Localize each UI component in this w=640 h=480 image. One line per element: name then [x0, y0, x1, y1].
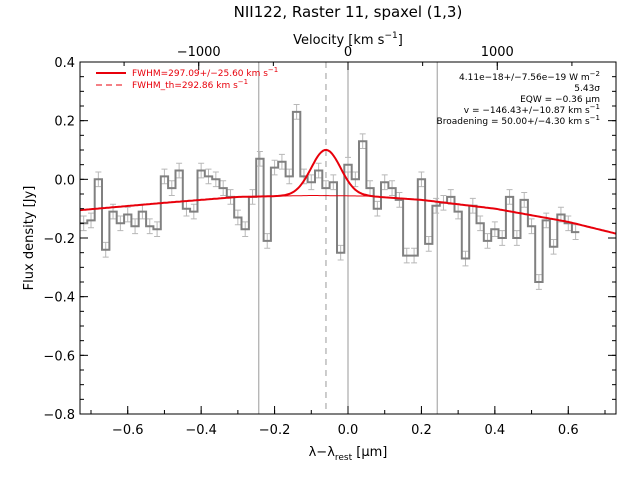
y-tick-label-2: 0.0 [54, 173, 75, 188]
y-tick-label-3: −0.2 [43, 232, 75, 247]
top-tick-label-0: −1000 [177, 45, 221, 60]
y-tick-label-1: 0.2 [54, 115, 75, 130]
annotation-4: Broadening = 50.00+/−4.30 km s−1 [437, 114, 600, 127]
legend-label-1: FWHM_th=292.86 km s−1 [132, 78, 248, 91]
x-tick-label-3: 0.0 [338, 423, 359, 438]
chart-title: NII122, Raster 11, spaxel (1,3) [234, 3, 463, 21]
legend-label-0: FWHM=297.09+/−25.60 km s−1 [132, 66, 278, 79]
x-tick-label-6: 0.6 [558, 423, 579, 438]
y-tick-label-4: −0.4 [43, 291, 75, 306]
annotation-2: EQW = −0.36 μm [520, 95, 600, 105]
annotation-1: 5.43σ [574, 84, 600, 94]
x-tick-label-2: −0.2 [259, 423, 291, 438]
top-tick-label-2: 1000 [481, 45, 514, 60]
x-axis-label: λ−λrest [μm] [309, 445, 388, 463]
top-axis-label: Velocity [km s−1] [293, 31, 403, 48]
annotation-0: 4.11e−18+/−7.56e−19 W m−2 [459, 70, 600, 83]
y-tick-label-5: −0.6 [43, 349, 75, 364]
y-tick-label-0: 0.4 [54, 56, 75, 71]
x-tick-label-5: 0.4 [485, 423, 506, 438]
fit-total-curve [79, 148, 617, 235]
y-axis-label: Flux density [Jy] [22, 186, 37, 291]
x-tick-label-0: −0.6 [112, 423, 144, 438]
x-tick-label-1: −0.4 [185, 423, 217, 438]
annotation-3: v = −146.43+/−10.87 km s−1 [464, 103, 600, 116]
top-tick-label-1: 0 [344, 45, 352, 60]
spectrum-step-line [80, 110, 580, 283]
x-tick-label-4: 0.2 [411, 423, 432, 438]
y-tick-label-6: −0.8 [43, 408, 75, 423]
